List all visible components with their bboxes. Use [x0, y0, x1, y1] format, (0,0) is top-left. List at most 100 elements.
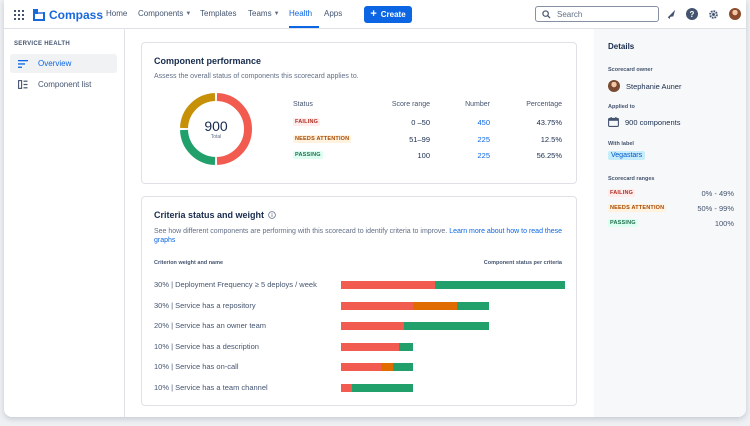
range-row-needs-attention: NEEDS ATTENTION 50% - 99%: [594, 204, 746, 214]
nav-apps[interactable]: Apps: [324, 9, 342, 18]
criterion-label: 10% | Service has a description: [154, 341, 259, 351]
nav-label: Health: [289, 9, 313, 18]
calendar-icon: [608, 117, 619, 127]
chevron-down-icon: ▼: [273, 10, 280, 17]
header-percentage: Percentage: [526, 101, 562, 108]
criterion-status-bar[interactable]: [341, 281, 565, 289]
criterion-status-bar[interactable]: [341, 342, 413, 351]
criterion-label: 20% | Service has an owner team: [154, 321, 267, 331]
app-switcher-icon[interactable]: [14, 10, 24, 20]
percentage: 56.25%: [536, 151, 562, 160]
chevron-down-icon: ▼: [185, 10, 192, 17]
owner-label: Scorecard owner: [608, 67, 653, 73]
range-row-passing: PASSING 100%: [594, 219, 746, 229]
top-navigation: Compass Home Components ▼ Templates Teams…: [4, 0, 746, 29]
applied-to: 900 components: [608, 117, 680, 127]
nav-templates[interactable]: Templates: [200, 9, 236, 18]
card-title: Criteria status and weight: [154, 210, 265, 220]
component-count-link[interactable]: 450: [477, 118, 490, 127]
criterion-label: 10% | Service has a team channel: [154, 383, 268, 392]
needs-attention-segment: [381, 363, 393, 372]
nav-home[interactable]: Home: [106, 9, 127, 18]
status-row-passing: PASSING 100 225 56.25%: [142, 151, 578, 163]
nav-label: Templates: [200, 9, 237, 18]
percentage: 12.5%: [540, 135, 562, 144]
criterion-status-bar[interactable]: [341, 322, 489, 331]
needs-attention-arc: [180, 93, 216, 129]
overview-icon: [18, 59, 28, 68]
sidebar: SERVICE HEALTH Overview Component list: [4, 29, 125, 417]
app-window: Compass Home Components ▼ Templates Teams…: [4, 0, 746, 417]
info-icon[interactable]: [268, 211, 276, 219]
range-value: 50% - 99%: [697, 204, 734, 213]
nav-teams[interactable]: Teams ▼: [248, 9, 280, 18]
status-lozenge: NEEDS ATTENTION: [608, 204, 667, 212]
col-status: Component status per criteria: [483, 260, 562, 266]
criterion-status-bar[interactable]: [341, 384, 413, 392]
search-icon: [542, 9, 551, 19]
component-performance-card: Component performance Assess the overall…: [141, 42, 577, 184]
component-list-icon: [18, 80, 28, 89]
label-tag[interactable]: Vegastars: [608, 151, 646, 160]
component-count-link[interactable]: 225: [477, 151, 490, 160]
status-lozenge: PASSING: [293, 151, 323, 159]
criterion-label: 10% | Service has on-call: [154, 362, 239, 372]
plus-icon: +: [370, 8, 377, 20]
donut-total: 900: [204, 117, 228, 134]
failing-segment: [341, 363, 382, 372]
active-nav-indicator: [289, 26, 319, 28]
passing-segment: [403, 322, 489, 331]
sidebar-item-label: Component list: [38, 80, 92, 89]
nav-health[interactable]: Health: [289, 9, 312, 18]
card-subtitle: Assess the overall status of components …: [154, 73, 359, 80]
sidebar-item-label: Overview: [38, 59, 72, 68]
compass-logo[interactable]: Compass: [33, 8, 103, 22]
card-title-row: Criteria status and weight: [154, 210, 276, 220]
passing-segment: [392, 363, 413, 372]
failing-segment: [341, 342, 400, 351]
sidebar-item-overview[interactable]: Overview: [10, 54, 117, 73]
details-panel: Details Scorecard owner Stephanie Auner …: [594, 29, 746, 417]
with-label-heading: With label: [608, 141, 634, 147]
percentage: 43.75%: [536, 118, 562, 127]
help-icon[interactable]: ?: [686, 8, 698, 20]
criterion-status-bar[interactable]: [341, 363, 413, 372]
status-row-needs-attention: NEEDS ATTENTION 51–99 225 12.5%: [142, 135, 578, 147]
search-box[interactable]: [535, 6, 659, 22]
notifications-icon[interactable]: [665, 8, 677, 20]
create-button[interactable]: + Create: [364, 6, 412, 23]
applied-label: Applied to: [608, 104, 635, 110]
component-count-link[interactable]: 225: [477, 135, 490, 144]
header-status: Status: [293, 101, 313, 108]
search-input[interactable]: [557, 9, 647, 19]
criterion-status-bar[interactable]: [341, 301, 489, 310]
range-row-failing: FAILING 0% - 49%: [594, 189, 746, 199]
avatar[interactable]: [729, 8, 741, 20]
app-name: Compass: [49, 8, 104, 22]
sidebar-item-component-list[interactable]: Component list: [10, 75, 117, 94]
donut-center: 900 Total: [178, 91, 254, 167]
status-lozenge: FAILING: [293, 118, 321, 126]
passing-segment: [352, 384, 413, 392]
nav-label: Apps: [324, 9, 343, 18]
settings-icon[interactable]: [707, 8, 719, 20]
status-donut-chart: [180, 93, 252, 165]
criterion-label: 30% | Deployment Frequency ≥ 5 deploys /…: [154, 280, 317, 289]
nav-label: Teams: [248, 9, 272, 18]
header-number: Number: [465, 101, 490, 108]
donut-total-label: Total: [210, 133, 222, 140]
owner[interactable]: Stephanie Auner: [608, 80, 681, 92]
failing-segment: [341, 301, 413, 310]
range-value: 100%: [714, 219, 734, 228]
ranges-label: Scorecard ranges: [608, 176, 655, 182]
sidebar-heading: SERVICE HEALTH: [14, 41, 70, 47]
owner-avatar: [608, 80, 620, 92]
criterion-label: 30% | Service has a repository: [154, 300, 256, 310]
card-subtitle: See how different components are perform…: [154, 227, 564, 245]
compass-logo-icon: [33, 9, 45, 21]
passing-segment: [435, 281, 565, 289]
nav-components[interactable]: Components ▼: [138, 9, 191, 18]
criteria-status-card: Criteria status and weight See how diffe…: [141, 196, 577, 406]
details-title: Details: [608, 42, 635, 51]
learn-more-link[interactable]: Learn more about how to read these graph…: [154, 228, 563, 244]
